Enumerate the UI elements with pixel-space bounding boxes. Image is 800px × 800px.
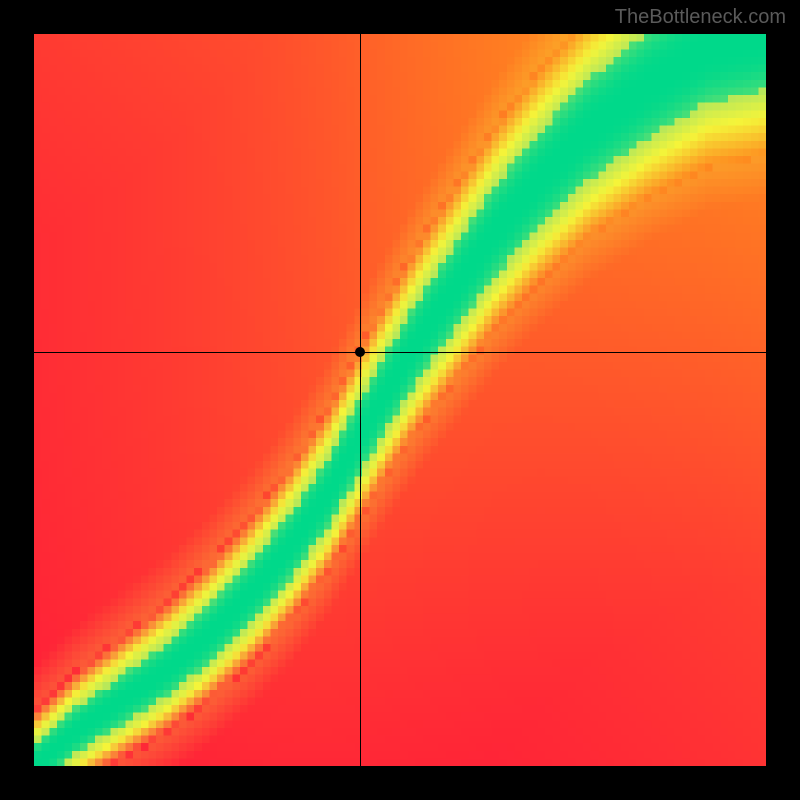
watermark-text: TheBottleneck.com (615, 6, 786, 29)
heatmap-chart (34, 34, 766, 766)
crosshair-vertical (360, 34, 361, 766)
marker-dot (355, 347, 365, 357)
crosshair-horizontal (34, 352, 766, 353)
heatmap-canvas (34, 34, 766, 766)
